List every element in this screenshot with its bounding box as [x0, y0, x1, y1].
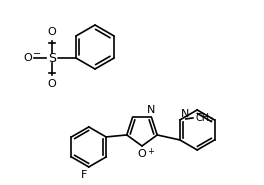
Text: +: +: [147, 147, 154, 156]
Text: N: N: [181, 109, 189, 119]
Text: O: O: [48, 27, 56, 37]
Text: CH₃: CH₃: [196, 113, 214, 123]
Text: O: O: [23, 53, 32, 63]
Text: S: S: [48, 51, 56, 65]
Text: −: −: [33, 49, 41, 59]
Text: O: O: [138, 149, 146, 159]
Text: F: F: [81, 170, 87, 180]
Text: N: N: [147, 105, 155, 115]
Text: O: O: [48, 79, 56, 89]
